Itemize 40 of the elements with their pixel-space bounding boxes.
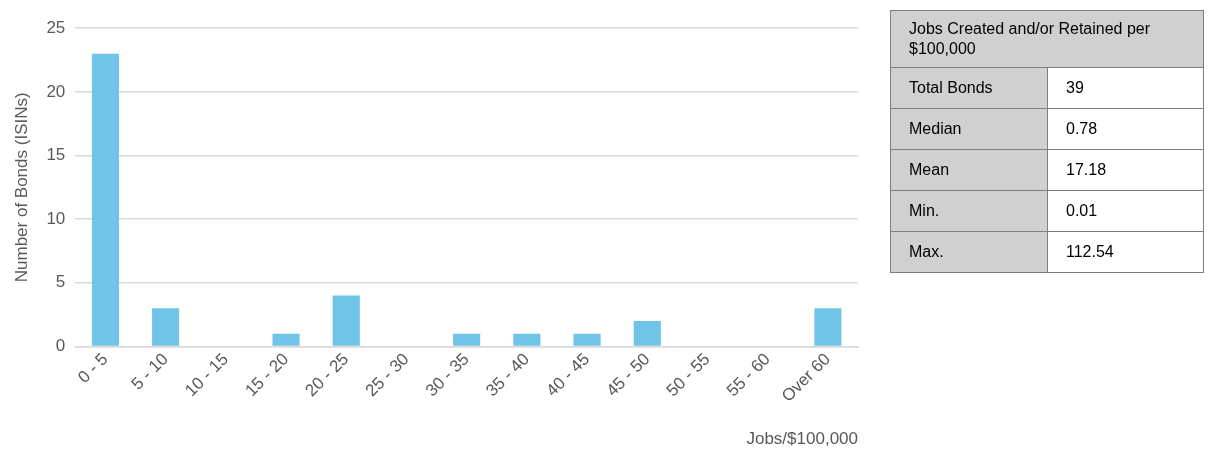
y-tick-label: 10	[46, 208, 66, 228]
x-tick-label: 20 - 25	[301, 349, 353, 401]
bar	[152, 308, 180, 346]
data-label: 0.01	[1047, 190, 1204, 232]
bar	[573, 333, 601, 346]
data-label: 0.78	[1047, 108, 1204, 150]
category-label: Max.	[890, 231, 1048, 273]
y-tick-label: 5	[55, 272, 66, 292]
category-label: Min.	[890, 190, 1048, 232]
y-axis-title: Number of Bonds (ISINs)	[11, 92, 31, 283]
bar	[633, 320, 661, 346]
x-tick-label: 45 - 50	[602, 349, 654, 401]
bar	[814, 308, 842, 346]
x-tick-label: 40 - 45	[542, 349, 594, 401]
bar	[453, 333, 481, 346]
data-label: 39	[1047, 67, 1204, 109]
category-label: Mean	[890, 149, 1048, 191]
x-tick-label: 50 - 55	[662, 349, 714, 401]
x-tick-label: 55 - 60	[722, 349, 774, 401]
y-tick-label: 15	[46, 145, 66, 165]
y-tick-label: 20	[46, 81, 66, 101]
x-tick-label: 30 - 35	[421, 349, 473, 401]
x-tick-label: 35 - 40	[482, 349, 533, 401]
y-tick-label: 25	[46, 17, 66, 37]
data-label: 17.18	[1047, 149, 1204, 191]
x-tick-label: 15 - 20	[241, 349, 293, 401]
bar	[332, 295, 360, 346]
bar	[272, 333, 300, 346]
x-tick-label: 10 - 15	[181, 349, 232, 401]
category-label: Median	[890, 108, 1048, 150]
x-tick-label: 5 - 10	[127, 349, 172, 394]
y-tick-label: 0	[55, 336, 66, 356]
x-tick-label: 0 - 5	[74, 349, 112, 387]
bar	[91, 53, 119, 346]
category-label: Total Bonds	[890, 67, 1048, 109]
bar	[513, 333, 541, 346]
x-axis-title: Jobs/$100,000	[746, 429, 858, 449]
x-tick-label: 25 - 30	[361, 349, 413, 401]
data-label: 112.54	[1047, 231, 1204, 273]
text: Jobs Created and/or Retained per $100,000	[890, 10, 1204, 68]
